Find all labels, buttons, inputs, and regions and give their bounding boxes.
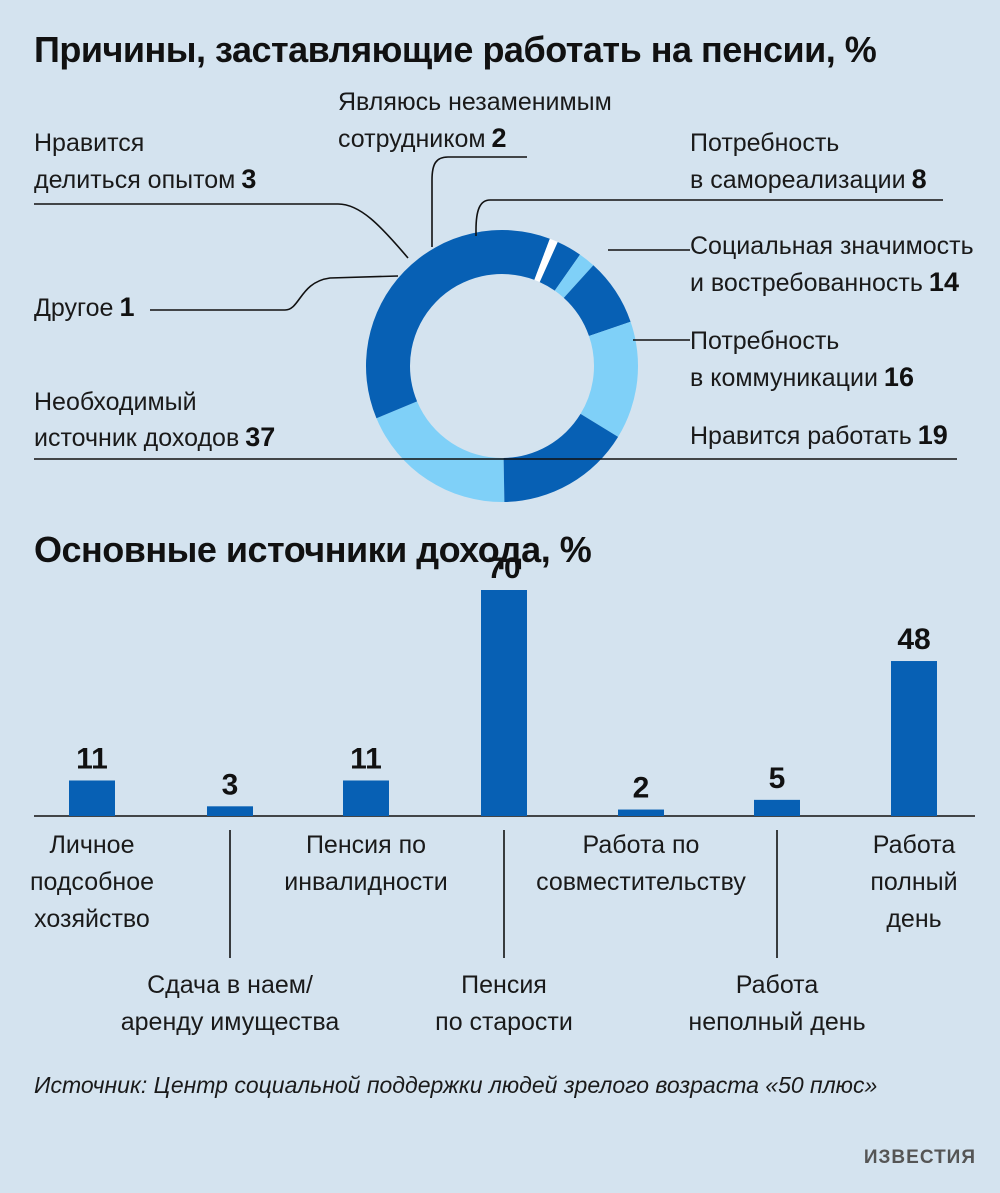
bar-value-label: 70 bbox=[487, 552, 520, 585]
donut-slice bbox=[554, 254, 594, 298]
donut-slice-value: 8 bbox=[912, 164, 927, 194]
donut-slice-value: 1 bbox=[119, 292, 134, 322]
bar-value-label: 2 bbox=[633, 772, 650, 805]
bar bbox=[618, 809, 664, 816]
donut-slice-label: Являюсь незаменимым сотрудником 2 bbox=[338, 88, 612, 153]
bar bbox=[343, 780, 389, 816]
donut-slice bbox=[376, 401, 505, 502]
bar-value-label: 11 bbox=[76, 742, 108, 775]
donut-slice-value: 2 bbox=[492, 123, 507, 153]
source-note: Источник: Центр социальной поддержки люд… bbox=[34, 1072, 877, 1098]
bar-chart: 11 Личное подсобное хозяйство 3 Сдача в наем/… bbox=[30, 552, 975, 1036]
donut-slice bbox=[580, 321, 638, 437]
donut-slice-value: 14 bbox=[929, 267, 959, 297]
donut-slice-value: 37 bbox=[245, 422, 275, 452]
bar-category-label: Пенсия по старости bbox=[435, 971, 573, 1036]
leader-line bbox=[475, 199, 943, 236]
bar-value-label: 3 bbox=[222, 768, 239, 801]
donut-chart-labels: Нравится работать 19 Необходимый источник д… bbox=[34, 88, 974, 460]
bar-category-label: Работа неполный день bbox=[688, 971, 865, 1036]
bar-value-label: 48 bbox=[897, 623, 930, 656]
donut-slice-value: 3 bbox=[241, 164, 256, 194]
bar bbox=[891, 661, 937, 816]
donut-slice-label: Нравится работать 19 bbox=[690, 420, 948, 450]
donut-slice-label: Другое 1 bbox=[34, 292, 134, 322]
donut-chart-title: Причины, заставляющие работать на пенсии… bbox=[34, 29, 877, 70]
bar-category-label: Сдача в наем/аренду имущества bbox=[121, 971, 340, 1036]
donut-slice bbox=[534, 238, 558, 283]
donut-slice bbox=[539, 241, 581, 291]
bar-value-label: 5 bbox=[769, 762, 786, 795]
donut-slice-label: Необходимый источник доходов 37 bbox=[34, 388, 275, 452]
bar bbox=[207, 806, 253, 816]
bar bbox=[754, 799, 800, 816]
bar-category-label: Работа полный день bbox=[870, 831, 957, 933]
leader-line bbox=[34, 203, 409, 259]
donut-slice-value: 16 bbox=[884, 362, 914, 392]
donut-slice-label: Потребность в самореализации 8 bbox=[690, 129, 927, 194]
bar bbox=[481, 590, 527, 816]
donut-slice-label: Потребность в коммуникации 16 bbox=[690, 327, 914, 392]
izvestia-logo: ИЗВЕСТИЯ bbox=[864, 1147, 976, 1168]
donut-slice-label: Нравится делиться опытом 3 bbox=[34, 129, 256, 194]
leader-line bbox=[431, 156, 527, 247]
donut-slice-value: 19 bbox=[918, 420, 948, 450]
bar-category-label: Пенсия по инвалидности bbox=[284, 831, 447, 896]
bar-chart-title: Основные источники дохода, % bbox=[34, 529, 592, 570]
donut-slice-label: Социальная значимость и востребованность 1… bbox=[690, 232, 974, 297]
donut-slice bbox=[503, 413, 619, 502]
leader-line bbox=[150, 275, 399, 311]
donut-chart bbox=[366, 229, 638, 502]
bar bbox=[69, 780, 115, 816]
bar-value-label: 11 bbox=[350, 742, 382, 775]
bar-category-label: Работа по совместительству bbox=[536, 831, 746, 896]
bar-category-label: Личное подсобное хозяйство bbox=[30, 831, 154, 933]
donut-slice bbox=[366, 229, 550, 419]
donut-slice bbox=[563, 265, 631, 337]
